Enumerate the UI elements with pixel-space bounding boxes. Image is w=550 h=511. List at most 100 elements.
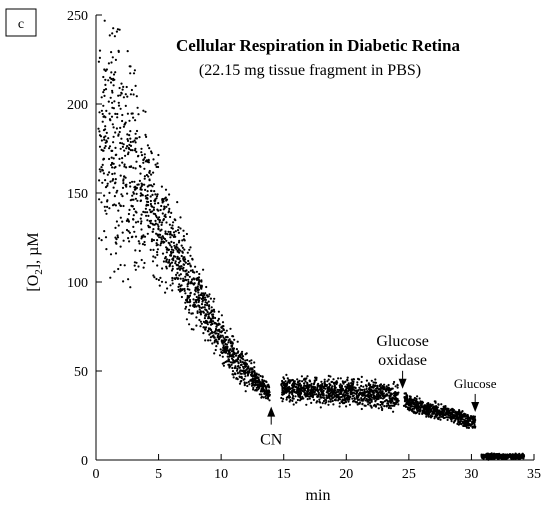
data-point <box>228 354 231 357</box>
data-point <box>189 254 192 257</box>
data-point <box>143 167 146 170</box>
data-point <box>460 411 463 414</box>
data-point <box>160 204 163 208</box>
data-point <box>185 318 188 321</box>
data-point <box>156 251 159 254</box>
data-point <box>396 383 399 386</box>
data-point <box>297 394 300 397</box>
data-point <box>234 365 237 368</box>
data-point <box>143 156 146 159</box>
data-point <box>327 388 330 391</box>
data-point <box>241 369 244 373</box>
data-point <box>186 251 189 254</box>
data-point <box>418 397 421 400</box>
data-point <box>242 362 246 365</box>
data-point <box>357 389 360 392</box>
data-point <box>203 293 206 296</box>
data-point <box>184 275 187 278</box>
data-point <box>176 271 179 274</box>
data-point <box>198 318 201 322</box>
data-point <box>147 224 150 227</box>
data-point <box>291 392 294 395</box>
data-point <box>451 408 454 411</box>
data-point <box>171 265 174 268</box>
data-point <box>148 208 151 211</box>
data-point <box>223 341 226 344</box>
data-point <box>101 112 104 116</box>
data-point <box>333 384 336 387</box>
data-point <box>245 368 248 371</box>
data-point <box>330 387 333 391</box>
data-point <box>208 293 211 296</box>
data-point <box>374 404 377 407</box>
data-point <box>103 136 106 139</box>
data-point <box>355 393 358 396</box>
data-point <box>432 405 436 408</box>
data-point <box>405 394 409 397</box>
data-point <box>150 204 153 208</box>
data-point <box>117 134 120 137</box>
data-point <box>133 264 136 267</box>
data-point <box>330 380 334 383</box>
data-point <box>122 178 125 181</box>
data-point <box>387 389 390 392</box>
data-point <box>302 386 305 389</box>
data-point <box>146 144 149 147</box>
data-point <box>354 386 357 390</box>
data-point <box>356 381 359 384</box>
data-point <box>393 403 396 406</box>
data-point <box>111 56 114 59</box>
data-point <box>245 352 248 355</box>
data-point <box>118 202 121 205</box>
data-point <box>132 218 135 221</box>
data-point <box>113 172 116 175</box>
data-point <box>265 397 268 400</box>
data-point <box>170 211 173 214</box>
data-point <box>140 154 144 157</box>
data-point <box>128 208 131 211</box>
data-point <box>134 197 137 200</box>
data-point <box>108 207 111 210</box>
data-point <box>416 410 419 413</box>
data-point <box>332 396 335 399</box>
data-point <box>212 335 215 338</box>
data-point <box>240 363 243 366</box>
data-point <box>348 398 351 401</box>
data-point <box>159 208 162 212</box>
data-point <box>440 415 443 418</box>
data-point <box>421 410 424 414</box>
data-point <box>365 387 368 390</box>
data-point <box>394 398 397 401</box>
data-point <box>202 296 205 299</box>
data-point <box>315 401 318 404</box>
data-point <box>240 379 243 383</box>
data-point <box>189 265 192 268</box>
data-point <box>345 405 348 408</box>
data-point <box>321 382 324 386</box>
data-point <box>166 233 169 236</box>
data-point <box>131 140 135 143</box>
data-point <box>296 398 299 402</box>
data-point <box>293 390 296 394</box>
data-point <box>371 391 374 394</box>
data-point <box>418 412 421 415</box>
data-point <box>122 204 125 208</box>
data-point <box>97 127 100 130</box>
data-point <box>459 420 462 423</box>
data-point <box>296 378 299 381</box>
data-point <box>164 188 168 191</box>
y-tick-label-1: 50 <box>74 365 88 380</box>
data-point <box>392 382 395 385</box>
data-point <box>212 300 215 303</box>
data-point <box>127 237 130 240</box>
data-point <box>164 230 167 233</box>
data-point <box>135 150 138 153</box>
data-point <box>359 391 362 394</box>
data-point <box>140 185 143 188</box>
data-point <box>178 274 181 277</box>
data-point <box>268 399 271 402</box>
data-point <box>171 234 174 237</box>
data-point <box>177 248 180 251</box>
data-point <box>209 339 212 342</box>
data-point <box>180 244 183 247</box>
